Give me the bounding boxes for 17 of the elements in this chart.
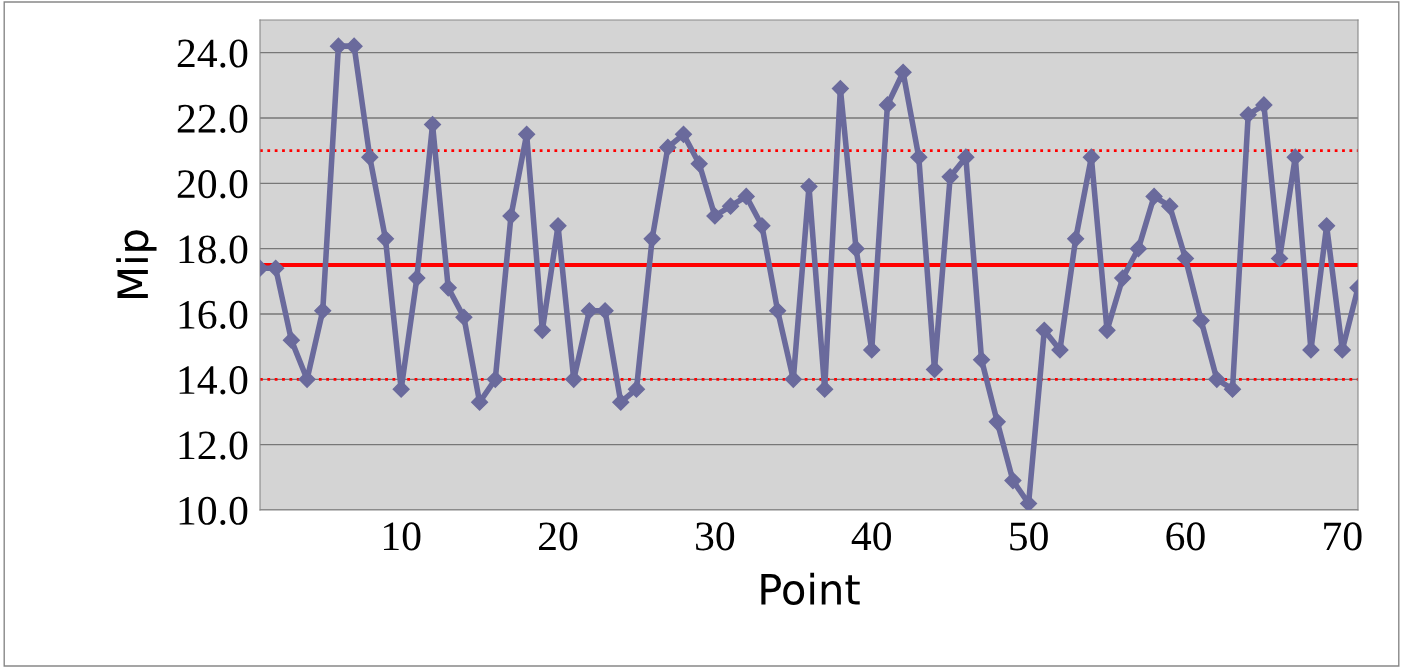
x-tick-label: 10 [384,522,421,551]
y-tick-label: 16.0 [179,300,248,330]
y-tick-label: 20.0 [177,170,248,199]
y-tick-label: 18.0 [179,235,248,264]
y-tick-label: 22.0 [177,104,248,134]
y-tick-label: 10.0 [179,496,248,526]
x-tick-label: 40 [851,522,891,551]
y-axis-title: Mip [116,230,157,298]
y-tick-label: 12.0 [179,431,248,460]
x-axis-title: Point [761,572,860,606]
y-tick-label: 24.0 [177,39,248,68]
y-tick-label: 14.0 [179,366,248,395]
x-tick-label: 60 [1166,522,1205,551]
x-tick-label: 70 [1324,522,1362,551]
x-tick-label: 30 [696,522,735,551]
x-tick-label: 50 [1010,522,1048,551]
x-tick-label: 20 [539,522,578,551]
